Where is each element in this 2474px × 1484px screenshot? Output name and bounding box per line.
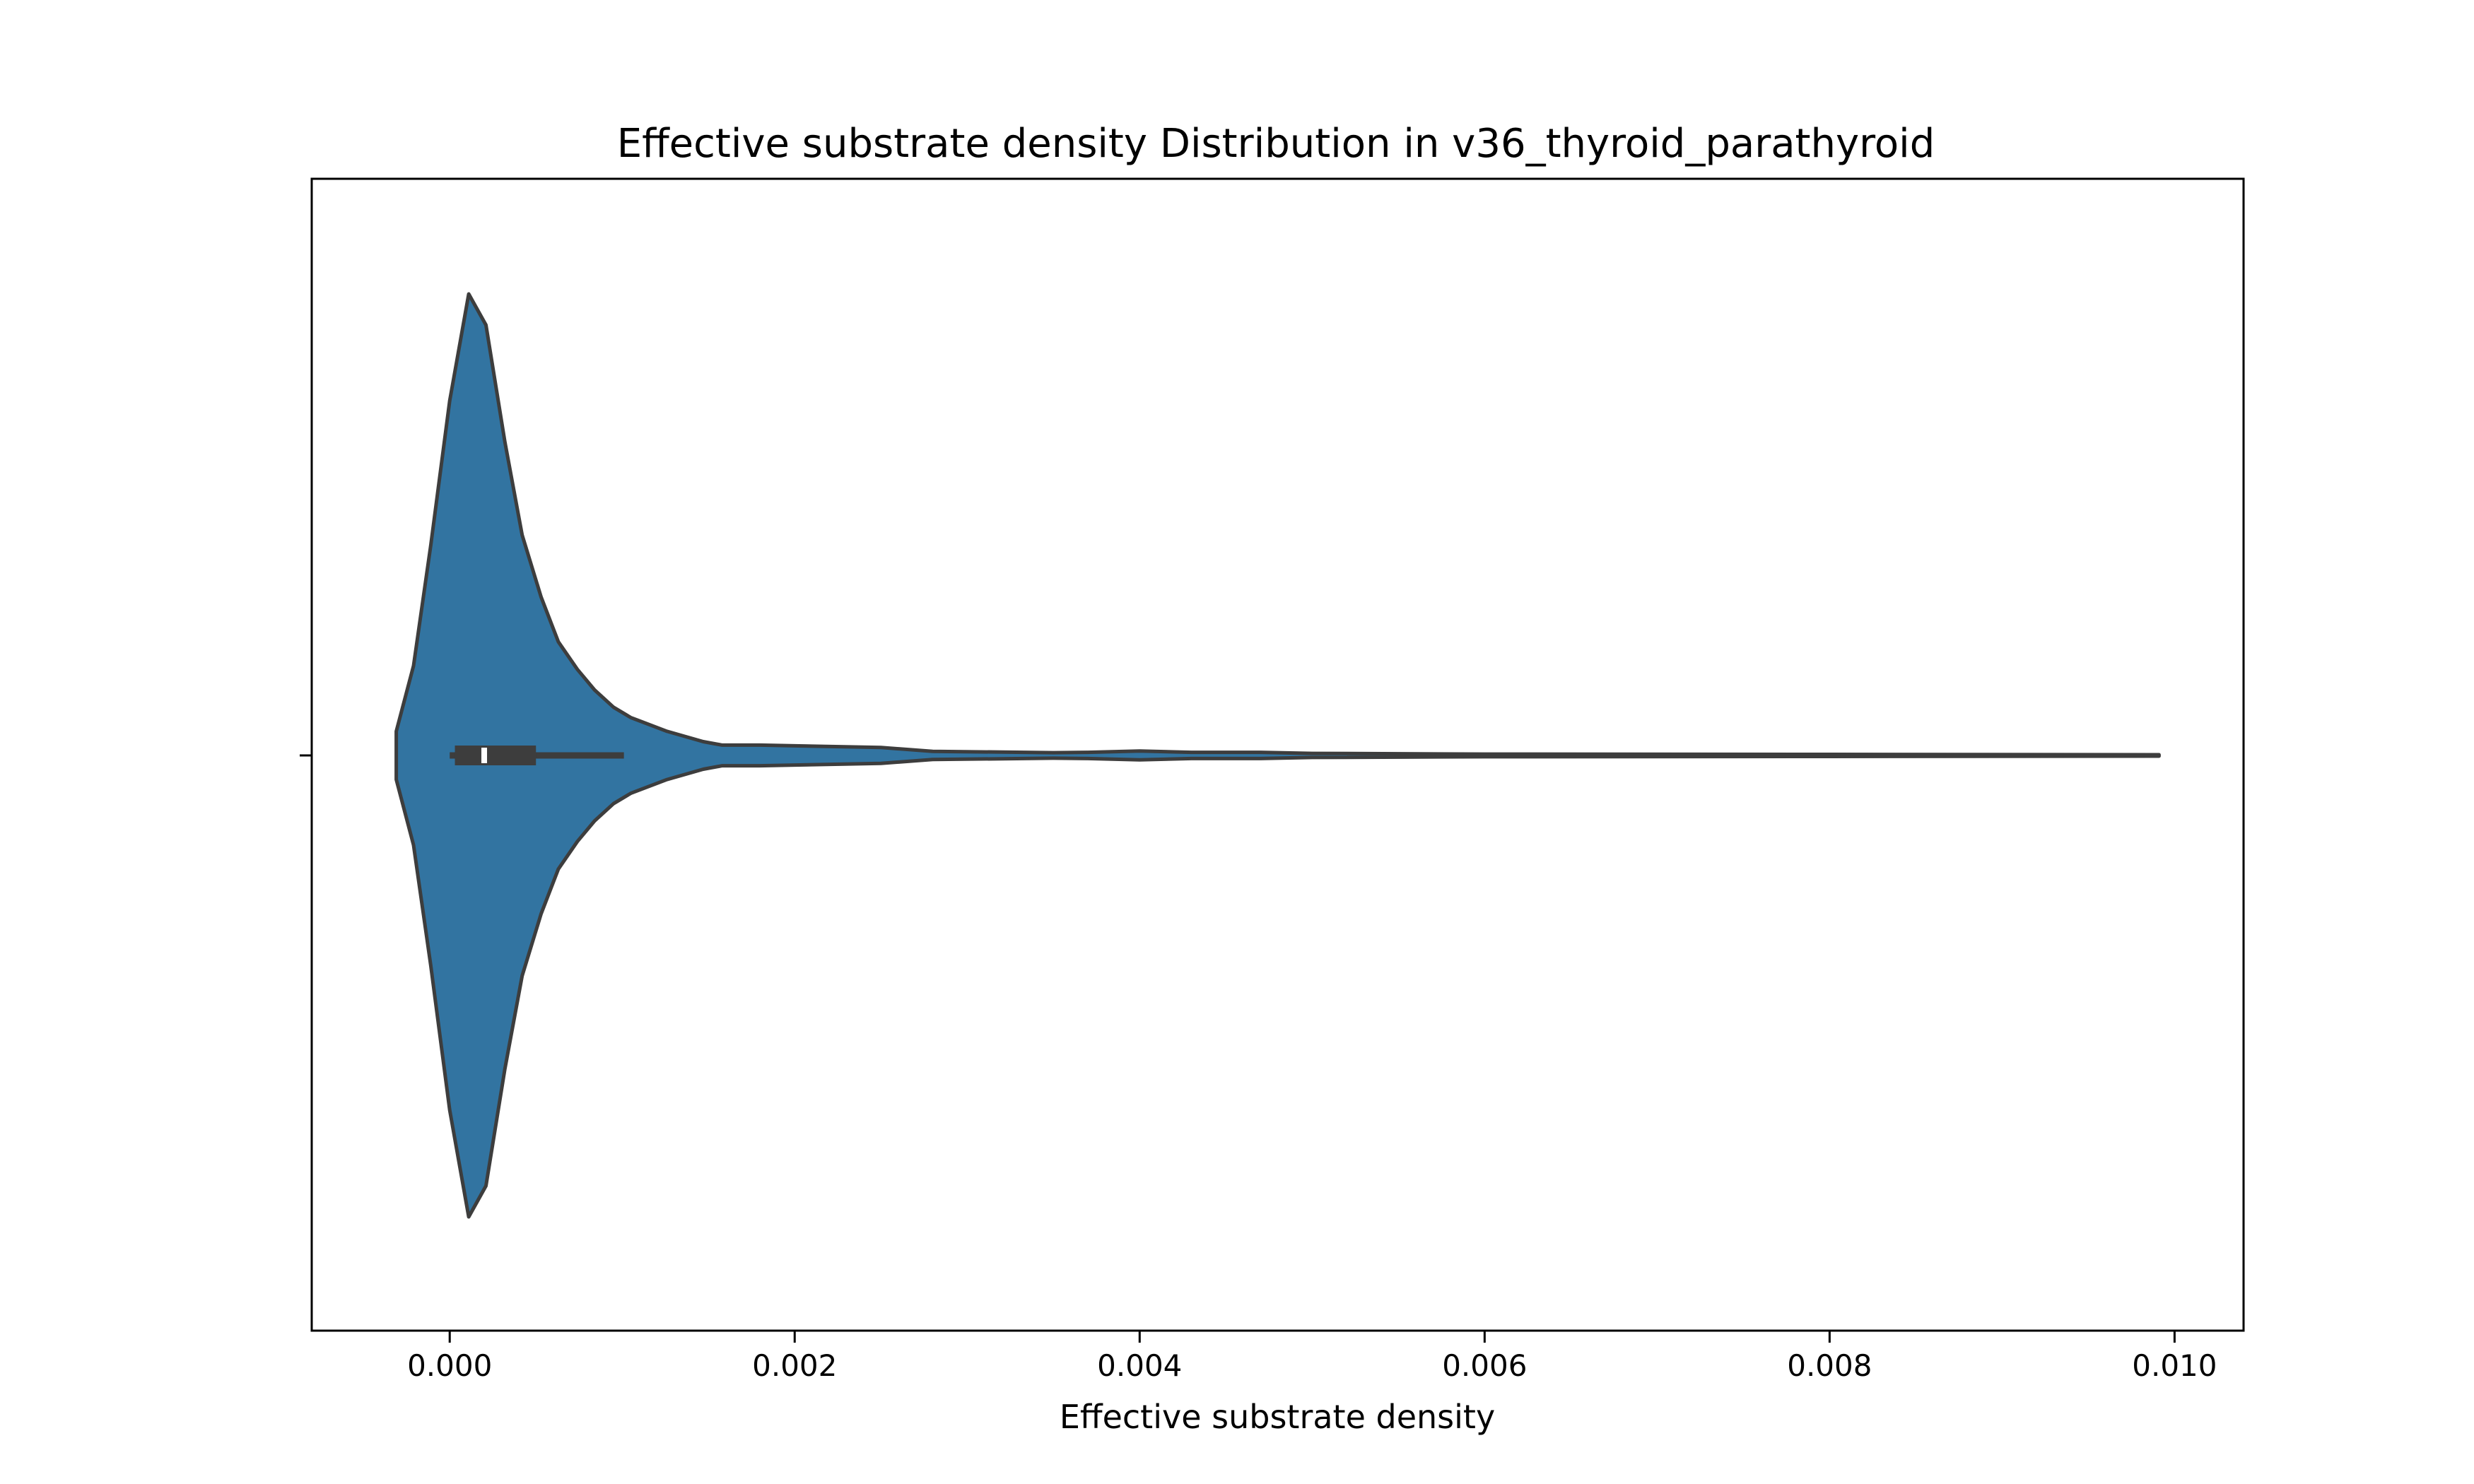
box-iqr [455,746,537,765]
x-tick-label: 0.002 [752,1348,837,1383]
chart-title: Effective substrate density Distribution… [617,121,1935,167]
x-tick-label: 0.006 [1442,1348,1527,1383]
median-marker [481,748,488,763]
violin-body [394,292,2161,1219]
x-tick-label: 0.004 [1097,1348,1182,1383]
x-tick-label: 0.010 [2132,1348,2217,1383]
x-tick-label: 0.008 [1787,1348,1872,1383]
plot-area [394,292,2161,1219]
x-axis-ticks: 0.000 0.002 0.004 0.006 0.008 0.010 [407,1331,2217,1383]
x-tick-label: 0.000 [407,1348,492,1383]
x-axis-label: Effective substrate density [1060,1398,1495,1436]
